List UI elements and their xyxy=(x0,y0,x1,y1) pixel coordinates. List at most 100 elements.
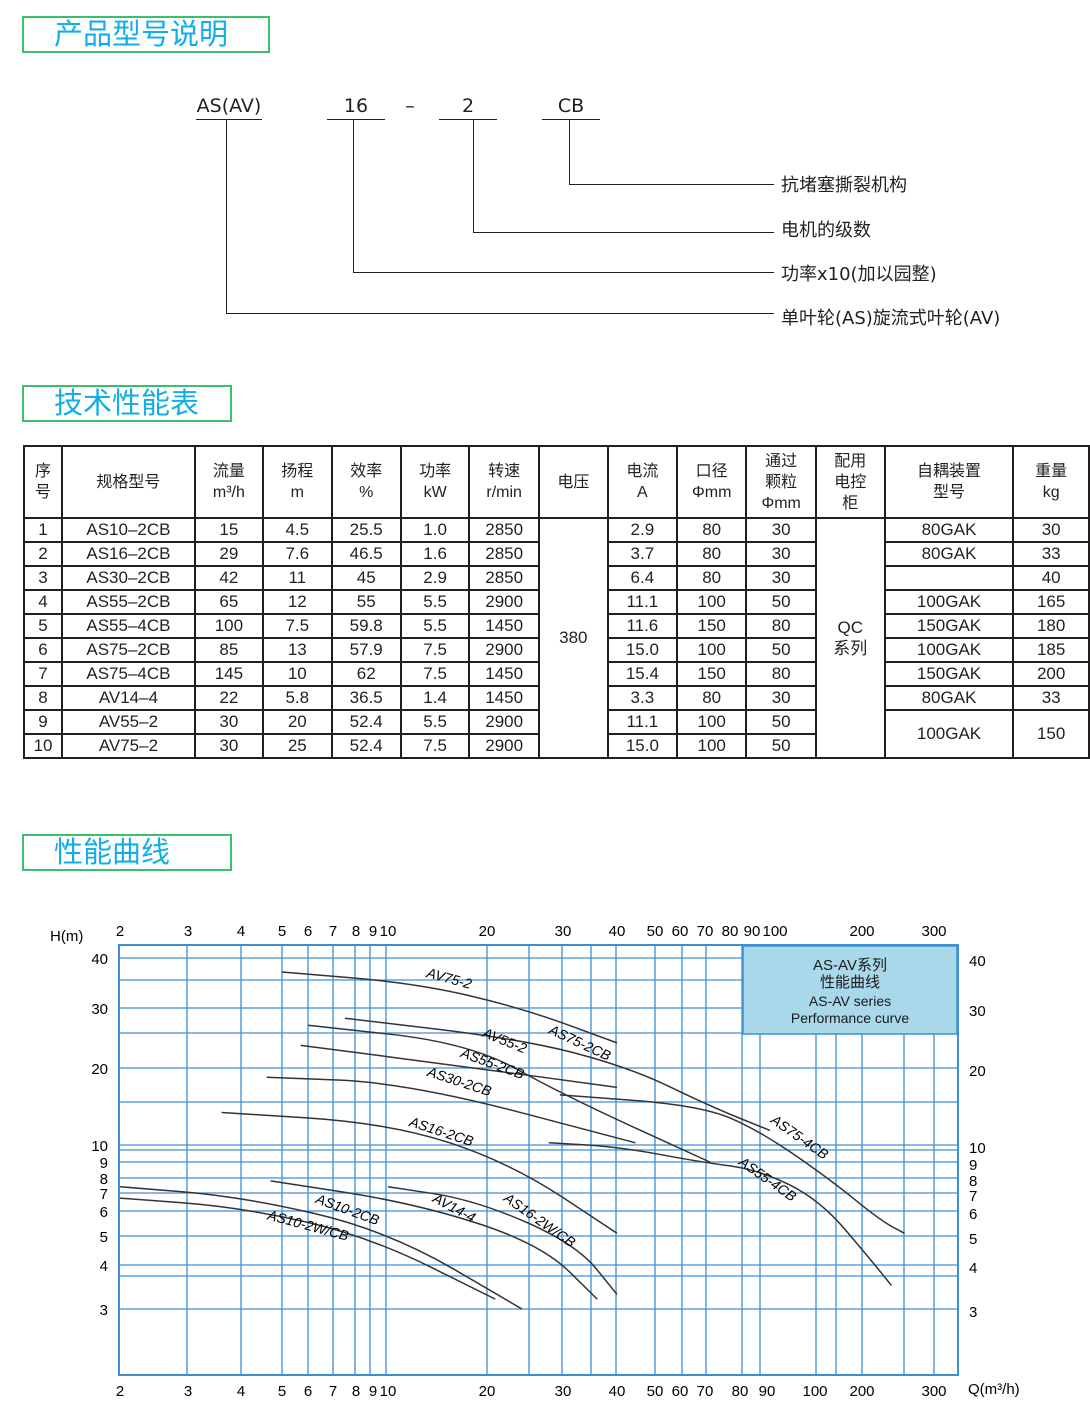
code-part-type: AS(AV) xyxy=(196,95,262,117)
table-cell: 10 xyxy=(22,733,64,759)
table-cell: 1450 xyxy=(468,661,540,687)
connector xyxy=(569,184,774,185)
table-cell: 80 xyxy=(675,565,748,591)
y-tick-label-right: 4 xyxy=(969,1260,977,1277)
table-cell: 20 xyxy=(261,709,333,735)
y-tick-label-left: 8 xyxy=(100,1171,108,1188)
table-cell: 2850 xyxy=(468,565,540,591)
y-tick-label-right: 10 xyxy=(969,1140,986,1157)
table-cell: 7.5 xyxy=(399,637,471,663)
x-tick-label-top: 5 xyxy=(278,923,286,940)
connector xyxy=(226,119,227,313)
code-part-poles: 2 xyxy=(461,95,475,117)
table-cell: 7.5 xyxy=(399,661,471,687)
x-tick-label-bottom: 5 xyxy=(278,1383,286,1400)
table-cell: 5.5 xyxy=(399,613,471,639)
curve-av55-2 xyxy=(300,1044,618,1089)
table-cell: 1450 xyxy=(468,685,540,711)
column-header: 重量 kg xyxy=(1012,445,1090,519)
x-tick-label-top: 100 xyxy=(762,923,787,940)
table-cell: 45 xyxy=(330,565,402,591)
control-cabinet-cell: QC 系列 xyxy=(814,517,886,759)
section-title-curves: 性能曲线 xyxy=(22,834,232,871)
table-row: 2 AS16–2CB 29 7.6 46.5 1.6 2850 3.7 80 30 80GAK 33 xyxy=(22,541,1090,567)
table-cell: AS75–4CB xyxy=(61,661,196,687)
table-cell: AS55–2CB xyxy=(61,589,196,615)
y-tick-label-left: 6 xyxy=(100,1204,108,1221)
table-cell: 30 xyxy=(745,685,817,711)
table-cell: 2850 xyxy=(468,541,540,567)
y-tick-label-right: 6 xyxy=(969,1206,977,1223)
y-tick-label-right: 7 xyxy=(969,1188,977,1205)
table-cell: 15.0 xyxy=(606,733,678,759)
column-header: 序 号 xyxy=(22,445,64,519)
table-cell: 5 xyxy=(22,613,64,639)
column-header: 电压 xyxy=(537,445,609,519)
table-cell: 180 xyxy=(1012,613,1090,639)
table-cell: 100 xyxy=(675,733,748,759)
table-cell: 3.7 xyxy=(606,541,678,567)
column-header: 功率 kW xyxy=(399,445,471,519)
x-tick-label-top: 7 xyxy=(329,923,337,940)
x-tick-label-bottom: 7 xyxy=(329,1383,337,1400)
column-header: 效率 % xyxy=(330,445,402,519)
column-header: 配用 电控 柜 xyxy=(814,445,886,519)
table-cell: 100 xyxy=(675,589,748,615)
x-tick-label-top: 300 xyxy=(921,923,946,940)
table-cell: 65 xyxy=(193,589,264,615)
table-cell: 6 xyxy=(22,637,64,663)
table-cell: 7.6 xyxy=(261,541,333,567)
y-tick-label-left: 30 xyxy=(91,1001,108,1018)
table-cell: 100GAK xyxy=(883,709,1015,759)
table-cell: 6.4 xyxy=(606,565,678,591)
spec-table: 序 号规格型号 流量 m³/h 扬程 m 效率 % 功率 kW 转速 r/min 电压 电流 … xyxy=(22,445,1090,759)
legend-text: AS-AV系列 xyxy=(813,957,887,974)
table-cell: 11.6 xyxy=(606,613,678,639)
x-tick-label-bottom: 9 xyxy=(369,1383,377,1400)
y-tick-label-right: 8 xyxy=(969,1173,977,1190)
table-cell xyxy=(883,565,1015,591)
table-cell: 80 xyxy=(745,613,817,639)
curve-as16-2cb xyxy=(221,1111,618,1234)
table-cell: 7.5 xyxy=(399,733,471,759)
curve-av75-2 xyxy=(281,971,618,1044)
table-cell: 22 xyxy=(193,685,264,711)
table-cell: 11.1 xyxy=(606,589,678,615)
code-part-dash: – xyxy=(405,95,415,117)
table-cell: 59.8 xyxy=(330,613,402,639)
table-cell: 100 xyxy=(675,637,748,663)
x-tick-label-top: 50 xyxy=(647,923,664,940)
table-cell: 100GAK xyxy=(883,637,1015,663)
table-cell: AS75–2CB xyxy=(61,637,196,663)
table-cell: 30 xyxy=(193,709,264,735)
code-part-power: 16 xyxy=(343,95,369,117)
y-tick-label-right: 20 xyxy=(969,1063,986,1080)
y-tick-label-right: 3 xyxy=(969,1304,977,1321)
y-tick-label-left: 3 xyxy=(100,1302,108,1319)
table-cell: 3.3 xyxy=(606,685,678,711)
x-tick-label-bottom: 10 xyxy=(380,1383,397,1400)
x-tick-label-top: 40 xyxy=(609,923,626,940)
divider xyxy=(439,119,497,120)
x-tick-label-top: 30 xyxy=(555,923,572,940)
connector xyxy=(353,272,774,273)
table-cell: 2.9 xyxy=(399,565,471,591)
table-cell: 52.4 xyxy=(330,733,402,759)
curve-as10-2cb xyxy=(119,1186,523,1310)
curve-as10-2w-cb xyxy=(119,1197,496,1300)
table-cell: 4 xyxy=(22,589,64,615)
table-cell: 62 xyxy=(330,661,402,687)
x-axis-label: Q(m³/h) xyxy=(968,1381,1020,1398)
column-header: 扬程 m xyxy=(261,445,333,519)
table-cell: 10 xyxy=(261,661,333,687)
y-tick-label-left: 4 xyxy=(100,1258,108,1275)
x-tick-label-top: 20 xyxy=(479,923,496,940)
table-cell: 80GAK xyxy=(883,517,1015,543)
x-tick-label-top: 3 xyxy=(184,923,192,940)
y-tick-label-left: 5 xyxy=(100,1229,108,1246)
connector xyxy=(473,232,774,233)
curve-as55-2cb xyxy=(307,1024,711,1163)
table-cell: 50 xyxy=(745,709,817,735)
x-tick-label-top: 8 xyxy=(352,923,360,940)
